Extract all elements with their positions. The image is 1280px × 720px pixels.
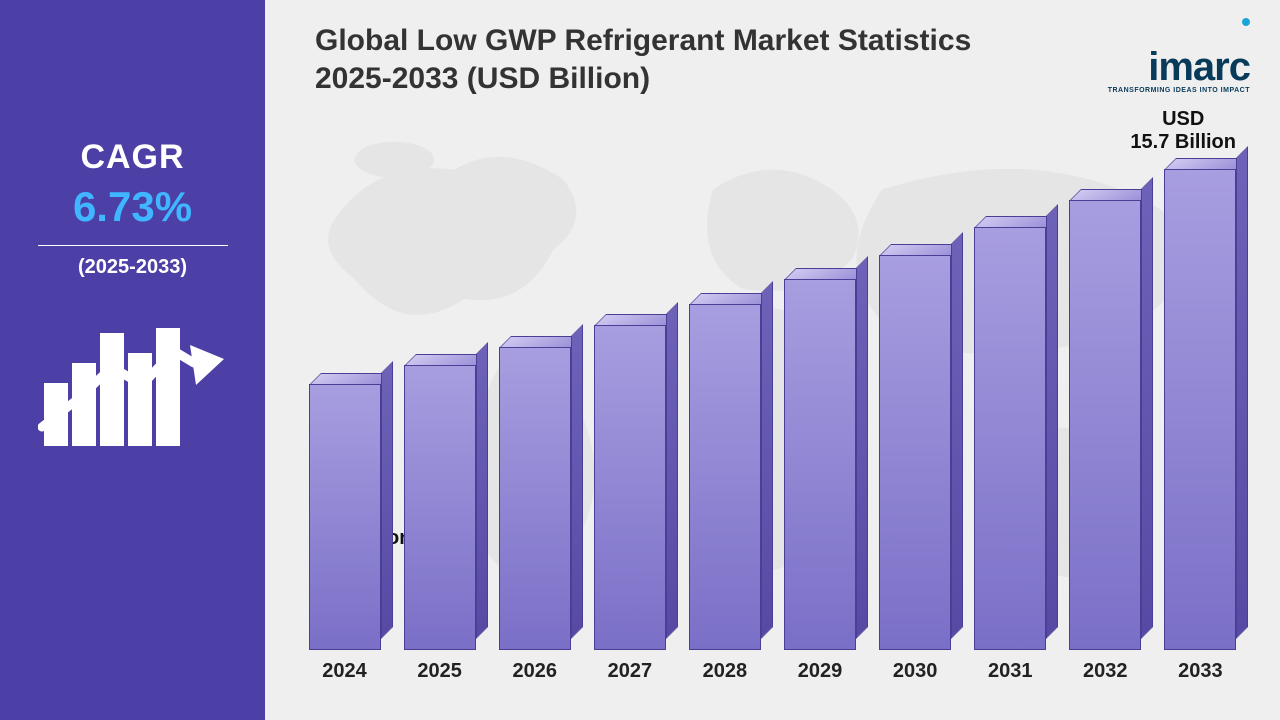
bar — [303, 384, 386, 650]
cagr-value: 6.73% — [73, 183, 192, 231]
bar — [1064, 200, 1147, 650]
bar-chart: USD 8.7 Billion USD 15.7 Billion 2024202… — [295, 110, 1250, 690]
bar — [778, 279, 861, 650]
cagr-sidebar: CAGR 6.73% (2025-2033) — [0, 0, 265, 720]
bar — [398, 365, 481, 650]
bar — [493, 347, 576, 650]
brand-logo: imarc TRANSFORMING IDEAS INTO IMPACT — [1108, 18, 1250, 94]
x-tick-label: 2033 — [1159, 654, 1242, 690]
growth-chart-icon — [38, 307, 228, 462]
x-axis-labels: 2024 2025 2026 2027 2028 2029 2030 2031 2032 2033 — [295, 654, 1250, 690]
bar — [969, 227, 1052, 650]
logo-tagline: TRANSFORMING IDEAS INTO IMPACT — [1108, 87, 1250, 94]
x-tick-label: 2025 — [398, 654, 481, 690]
bar — [874, 255, 957, 650]
cagr-label: CAGR — [80, 138, 184, 177]
main-panel: Global Low GWP Refrigerant Market Statis… — [265, 0, 1280, 720]
chart-title: Global Low GWP Refrigerant Market Statis… — [315, 22, 975, 99]
logo-wordmark: imarc — [1108, 49, 1250, 85]
cagr-divider — [38, 245, 228, 246]
x-tick-label: 2029 — [778, 654, 861, 690]
bar — [1159, 169, 1242, 650]
x-tick-label: 2032 — [1064, 654, 1147, 690]
cagr-period: (2025-2033) — [78, 256, 187, 279]
bar — [588, 325, 671, 650]
x-tick-label: 2030 — [874, 654, 957, 690]
bars-container — [295, 130, 1250, 650]
x-tick-label: 2031 — [969, 654, 1052, 690]
logo-dot-icon — [1242, 18, 1250, 26]
bar — [683, 304, 766, 650]
callout-line1: USD — [1130, 108, 1236, 131]
page-root: CAGR 6.73% (2025-2033) Global Low GWP Re… — [0, 0, 1280, 720]
x-tick-label: 2027 — [588, 654, 671, 690]
x-tick-label: 2028 — [683, 654, 766, 690]
x-tick-label: 2026 — [493, 654, 576, 690]
x-tick-label: 2024 — [303, 654, 386, 690]
